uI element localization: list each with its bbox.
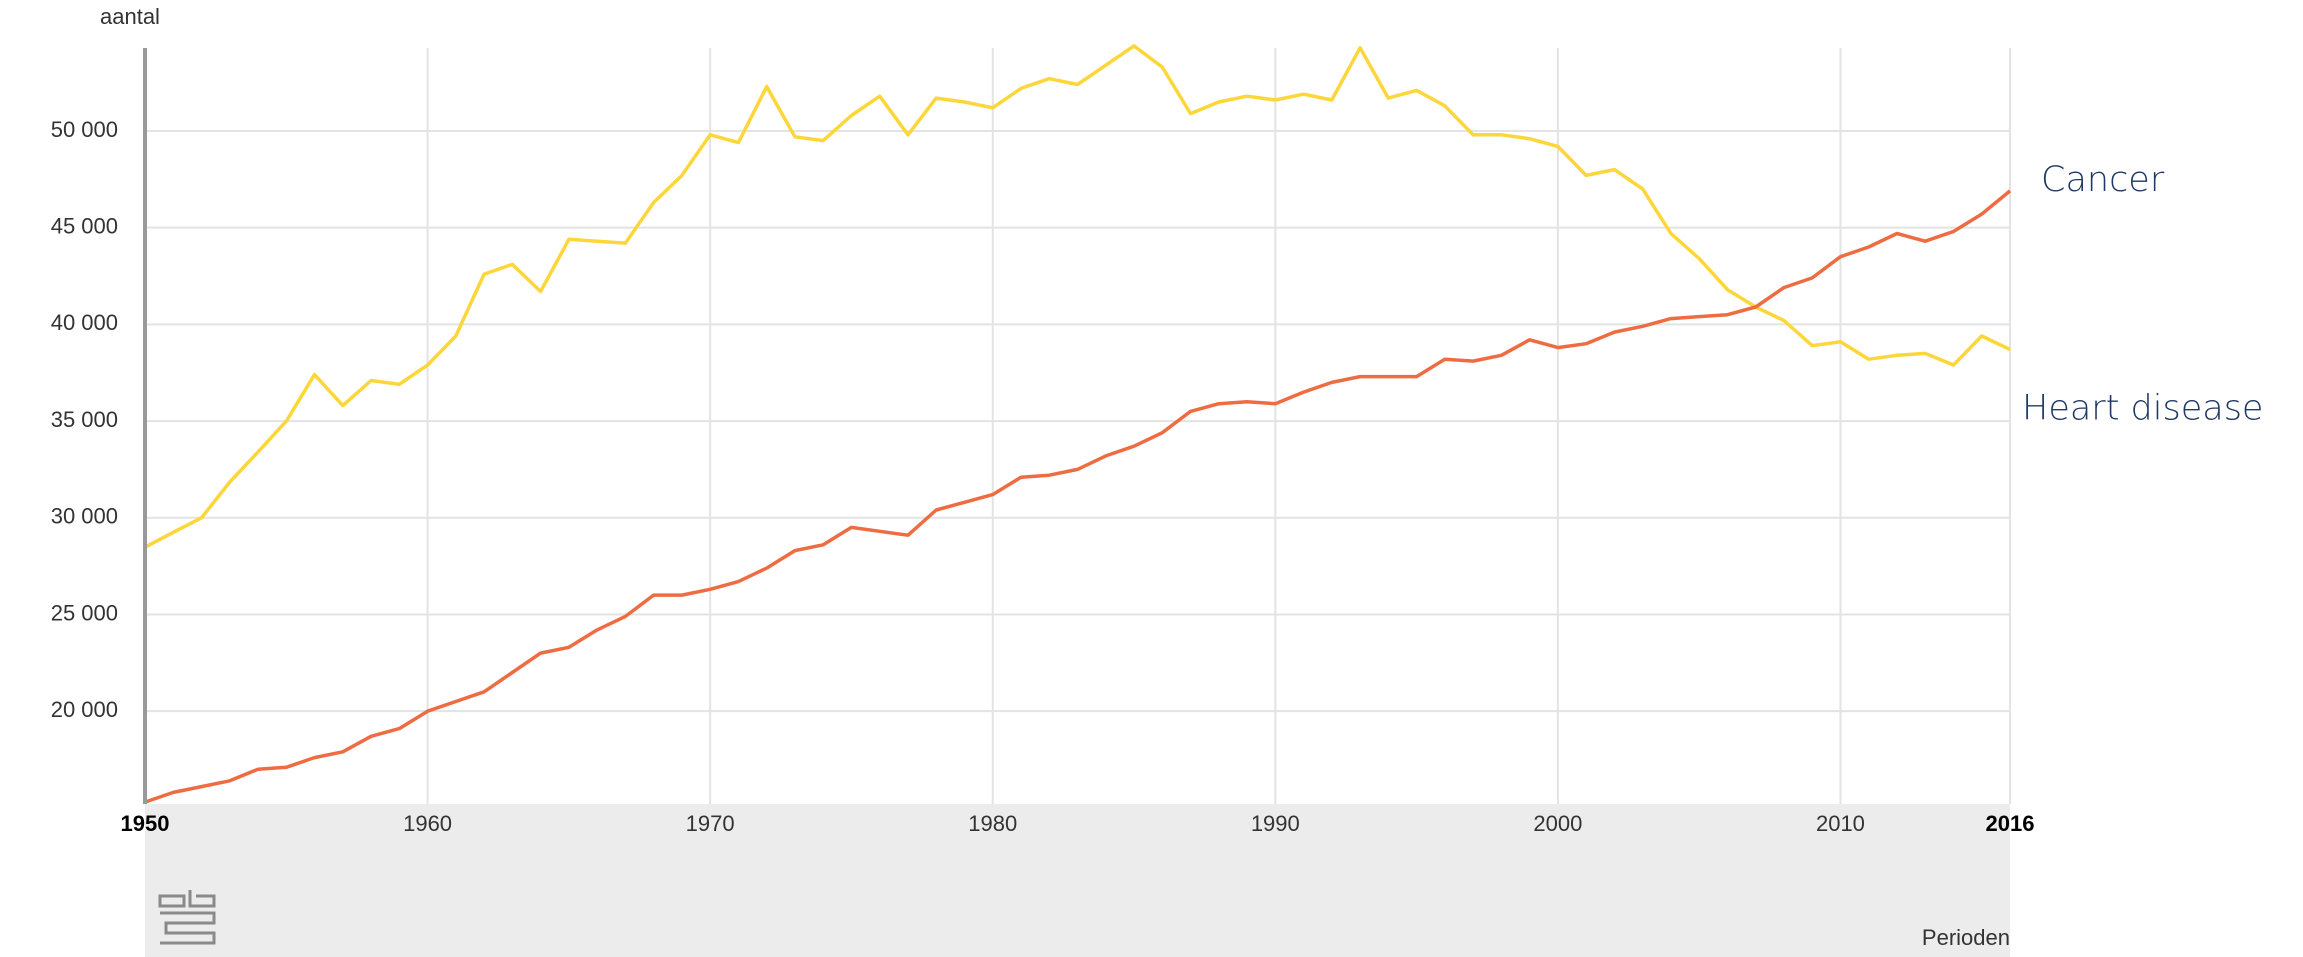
x-tick-label: 1970: [686, 811, 735, 836]
x-tick-label: 2010: [1816, 811, 1865, 836]
x-tick-label: 2016: [1986, 811, 2035, 836]
series-label: Heart disease: [2022, 389, 2263, 429]
x-tick-label: 1990: [1251, 811, 1300, 836]
y-tick-label: 50 000: [51, 117, 118, 142]
y-tick-label: 25 000: [51, 600, 118, 625]
x-axis-label: Perioden: [1922, 925, 2010, 950]
y-tick-label: 35 000: [51, 407, 118, 432]
logo: [158, 890, 216, 945]
y-tick-label: 45 000: [51, 213, 118, 238]
x-tick-label: 1980: [968, 811, 1017, 836]
line-series: [144, 44, 2011, 549]
y-tick-label: 30 000: [51, 504, 118, 529]
y-tick-label: 20 000: [51, 697, 118, 722]
x-tick-label: 2000: [1533, 811, 1582, 836]
x-axis-band: [145, 804, 2010, 957]
series-label: Cancer: [2041, 160, 2165, 200]
y-tick-label: 40 000: [51, 310, 118, 335]
x-tick-label: 1950: [121, 811, 170, 836]
line-series: [144, 189, 2012, 804]
y-axis-label: aantal: [100, 4, 160, 29]
x-tick-label: 1960: [403, 811, 452, 836]
